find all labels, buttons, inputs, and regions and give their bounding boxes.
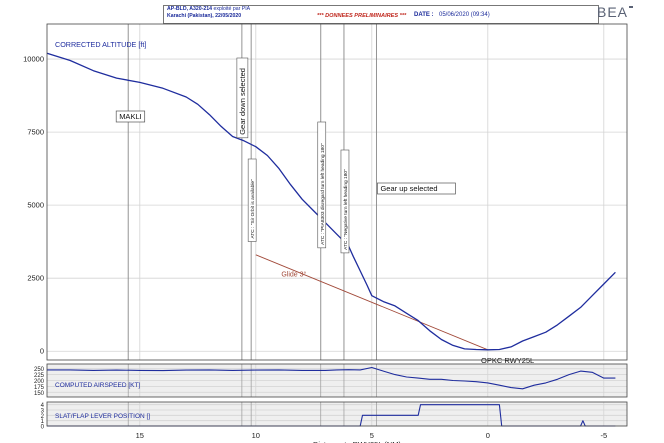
bea-logo: BEA [597, 4, 629, 20]
altitude-ytick-label-2: 5000 [27, 201, 44, 210]
flap-ytick-label-4: 4 [41, 403, 45, 409]
flap-ytick-label-3: 3 [41, 409, 45, 415]
flap-panel-title: SLAT/FLAP LEVER POSITION [] [55, 413, 150, 420]
header-preliminary-stamp: *** DONNEES PRELIMINAIRES *** [317, 13, 407, 19]
event-box-3 [317, 121, 327, 249]
altitude-series-line [46, 52, 616, 351]
airspeed-ytick-label-0: 150 [34, 391, 45, 397]
airspeed-ytick-label-4: 250 [34, 367, 45, 373]
event-label-0: MAKLI [119, 112, 142, 121]
glide-slope-label: Glide 3° [281, 271, 306, 279]
header-date-value: 05/06/2020 (09:34) [439, 12, 490, 18]
flap-panel-bg [47, 402, 627, 426]
airspeed-ytick-label-2: 200 [34, 379, 45, 385]
altitude-ytick-label-4: 10000 [23, 55, 44, 64]
event-label-5: Gear up selected [380, 184, 437, 193]
xtick-label-0: 15 [136, 431, 144, 440]
airspeed-panel-frame [46, 363, 628, 398]
flap-ytick-label-0: 0 [41, 425, 45, 431]
event-box-2 [247, 158, 257, 242]
airspeed-series-line [47, 366, 616, 390]
flap-ytick-label-2: 2 [41, 414, 45, 420]
header-date-label: DATE : [414, 12, 434, 18]
header-location: Karachi (Pakistan), 22/05/2020 [167, 13, 242, 19]
header-aircraft: AP-BLD, A320-214 exploité par PIA [167, 6, 251, 12]
xtick-label-1: 10 [252, 431, 260, 440]
event-box-1 [236, 57, 249, 139]
altitude-ytick-label-1: 2500 [27, 274, 44, 283]
event-label-group-2: ATC : "Sir Orbit is available" [247, 158, 257, 242]
altitude-panel-frame [46, 23, 628, 361]
altitude-panel-title: CORRECTED ALTITUDE [ft] [55, 40, 146, 49]
event-label-2: ATC : "Sir Orbit is available" [250, 179, 256, 239]
altitude-ytick-label-0: 0 [40, 347, 44, 356]
runway-label: OPKC RWY25L [481, 356, 534, 365]
event-label-group-1: Gear down selected [236, 57, 249, 139]
event-box-5 [377, 182, 456, 195]
glide-slope-line [255, 254, 488, 351]
xtick-label-3: 0 [486, 431, 490, 440]
xtick-label-2: 5 [370, 431, 374, 440]
x-axis-label: Distance to RWY25L (NM) [313, 440, 401, 443]
airspeed-panel-title: COMPUTED AIRSPEED [KT] [55, 382, 140, 389]
event-label-3: ATC : "PIA8303 disregard turn left headi… [320, 143, 326, 245]
event-label-4: ATC : "Negative turn left heading 180" [343, 169, 349, 250]
xtick-label-4: -5 [600, 431, 607, 440]
event-label-1: Gear down selected [238, 68, 247, 135]
flap-series-line [47, 404, 616, 427]
bea-logo-accent [629, 6, 633, 8]
report-header: AP-BLD, A320-214 exploité par PIA Karach… [163, 5, 599, 24]
event-label-group-4: ATC : "Negative turn left heading 180" [340, 149, 350, 254]
airspeed-ytick-label-1: 175 [34, 385, 45, 391]
flap-ytick-label-1: 1 [41, 419, 45, 425]
flap-panel-frame [46, 401, 628, 427]
event-label-group-3: ATC : "PIA8303 disregard turn left headi… [317, 121, 327, 249]
airspeed-ytick-label-3: 225 [34, 373, 45, 379]
altitude-ytick-label-3: 7500 [27, 128, 44, 137]
event-box-4 [340, 149, 350, 254]
event-box-0 [115, 110, 146, 123]
